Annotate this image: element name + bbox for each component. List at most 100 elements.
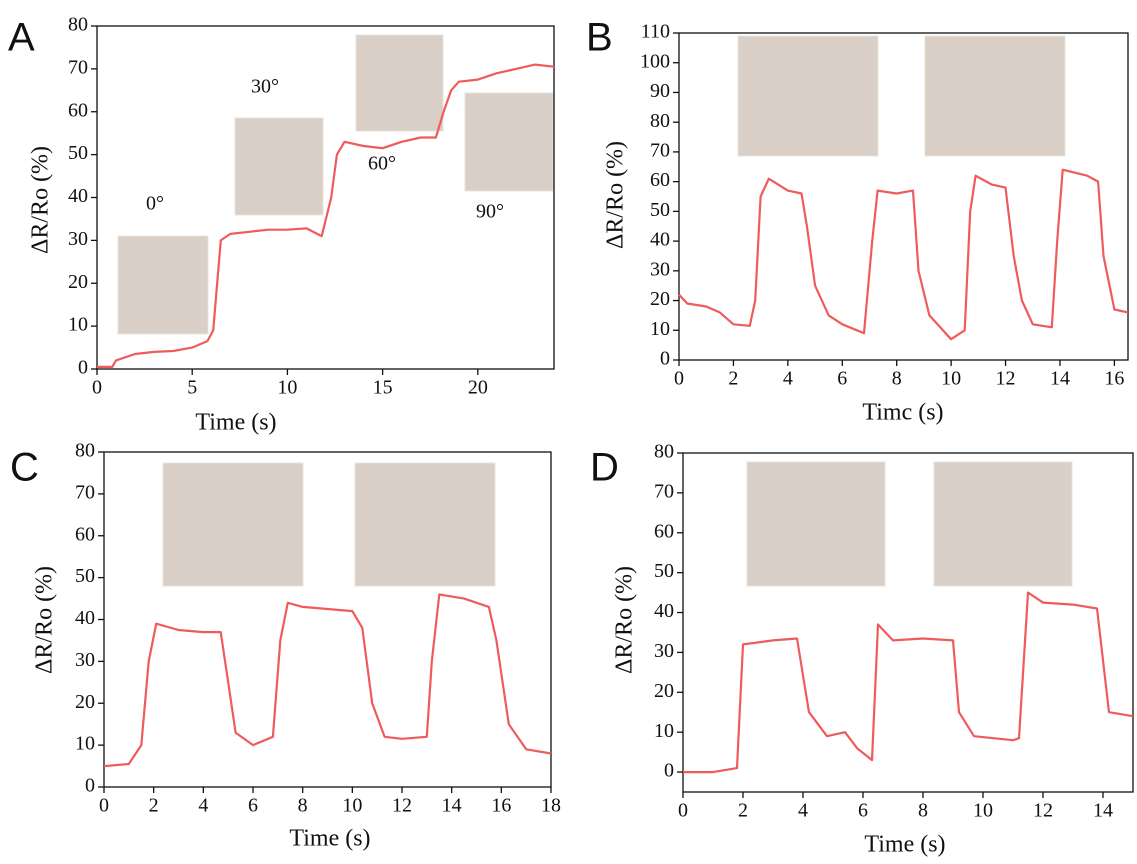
y-tick-label: 50 xyxy=(75,565,95,587)
x-tick-label: 12 xyxy=(1033,800,1053,822)
x-tick-label: 10 xyxy=(973,800,993,822)
annotation: 30° xyxy=(251,76,279,98)
photo xyxy=(464,92,554,192)
annotation: 60° xyxy=(368,153,396,175)
y-tick-label: 60 xyxy=(75,523,95,545)
y-tick-label: 40 xyxy=(650,229,670,251)
annotation: 90° xyxy=(476,201,504,223)
y-tick-label: 60 xyxy=(650,169,670,191)
data-line xyxy=(103,593,552,768)
y-tick-label: 30 xyxy=(75,649,95,671)
y-tick-label: 100 xyxy=(640,50,670,72)
x-tick-label: 8 xyxy=(892,368,902,390)
x-axis-label: Time (s) xyxy=(289,826,370,852)
x-tick-label: 4 xyxy=(783,368,793,390)
plot-frame xyxy=(682,452,1134,793)
photo xyxy=(746,461,886,587)
x-tick-label: 12 xyxy=(392,795,412,817)
x-tick-label: 2 xyxy=(728,368,738,390)
data-line xyxy=(678,168,1129,341)
x-tick-label: 2 xyxy=(738,800,748,822)
y-tick-label: 70 xyxy=(75,481,95,503)
y-tick-label: 0 xyxy=(85,775,95,797)
x-tick-label: 5 xyxy=(187,377,197,399)
y-tick-label: 10 xyxy=(650,318,670,340)
y-tick-label: 10 xyxy=(75,733,95,755)
x-tick-label: 0 xyxy=(674,368,684,390)
y-tick-label: 50 xyxy=(654,560,674,582)
y-tick-label: 10 xyxy=(68,314,88,336)
x-tick-label: 18 xyxy=(541,795,561,817)
panel-letter: D xyxy=(590,446,619,490)
x-tick-label: 14 xyxy=(442,795,462,817)
panel-letter: C xyxy=(10,446,39,490)
photo xyxy=(355,34,444,132)
y-tick-label: 80 xyxy=(75,440,95,462)
y-tick-label: 90 xyxy=(650,80,670,102)
x-tick-label: 6 xyxy=(837,368,847,390)
x-tick-label: 6 xyxy=(248,795,258,817)
x-axis-label: Timc (s) xyxy=(862,400,943,426)
y-tick-label: 20 xyxy=(68,271,88,293)
y-axis-label: ΔR/Ro (%) xyxy=(603,141,629,249)
photo xyxy=(933,461,1073,587)
photo xyxy=(234,117,324,216)
x-tick-label: 12 xyxy=(996,368,1016,390)
x-tick-label: 16 xyxy=(491,795,511,817)
y-tick-label: 0 xyxy=(664,760,674,782)
data-line xyxy=(683,591,1134,774)
y-tick-label: 20 xyxy=(654,680,674,702)
annotation: 0° xyxy=(146,193,164,215)
y-axis-label: ΔR/Ro (%) xyxy=(612,566,638,674)
y-tick-label: 70 xyxy=(68,56,88,78)
y-tick-label: 20 xyxy=(75,691,95,713)
y-tick-label: 10 xyxy=(654,720,674,742)
x-axis-label: Time (s) xyxy=(195,410,276,436)
plot-frame xyxy=(678,32,1129,361)
y-tick-label: 30 xyxy=(654,640,674,662)
photo xyxy=(737,35,879,157)
y-axis-label: ΔR/Ro (%) xyxy=(28,146,54,254)
y-tick-label: 50 xyxy=(68,142,88,164)
photo xyxy=(924,35,1066,157)
y-tick-label: 80 xyxy=(654,441,674,463)
x-tick-label: 8 xyxy=(918,800,928,822)
x-tick-label: 0 xyxy=(99,795,109,817)
panel-letter: B xyxy=(586,16,613,60)
y-tick-label: 40 xyxy=(75,607,95,629)
panel-letter: A xyxy=(8,16,35,60)
y-tick-label: 60 xyxy=(68,99,88,121)
y-tick-label: 80 xyxy=(650,110,670,132)
x-tick-label: 15 xyxy=(373,377,393,399)
y-tick-label: 30 xyxy=(68,228,88,250)
x-tick-label: 10 xyxy=(941,368,961,390)
y-tick-label: 0 xyxy=(660,348,670,370)
photo xyxy=(117,235,209,335)
photo xyxy=(354,462,496,587)
y-tick-label: 70 xyxy=(650,140,670,162)
y-axis-label: ΔR/Ro (%) xyxy=(32,566,58,674)
photo xyxy=(162,462,304,587)
x-tick-label: 8 xyxy=(298,795,308,817)
x-tick-label: 0 xyxy=(92,377,102,399)
y-tick-label: 50 xyxy=(650,199,670,221)
x-tick-label: 4 xyxy=(798,800,808,822)
y-tick-label: 60 xyxy=(654,520,674,542)
x-tick-label: 10 xyxy=(277,377,297,399)
y-tick-label: 20 xyxy=(650,288,670,310)
y-tick-label: 0 xyxy=(78,357,88,379)
x-tick-label: 0 xyxy=(678,800,688,822)
x-tick-label: 20 xyxy=(468,377,488,399)
y-tick-label: 70 xyxy=(654,480,674,502)
x-tick-label: 14 xyxy=(1050,368,1070,390)
x-tick-label: 4 xyxy=(198,795,208,817)
y-tick-label: 110 xyxy=(641,21,670,43)
x-tick-label: 16 xyxy=(1104,368,1124,390)
x-tick-label: 2 xyxy=(149,795,159,817)
y-tick-label: 40 xyxy=(68,185,88,207)
x-axis-label: Time (s) xyxy=(864,832,945,858)
data-line xyxy=(97,63,555,368)
y-tick-label: 80 xyxy=(68,14,88,36)
y-tick-label: 40 xyxy=(654,600,674,622)
